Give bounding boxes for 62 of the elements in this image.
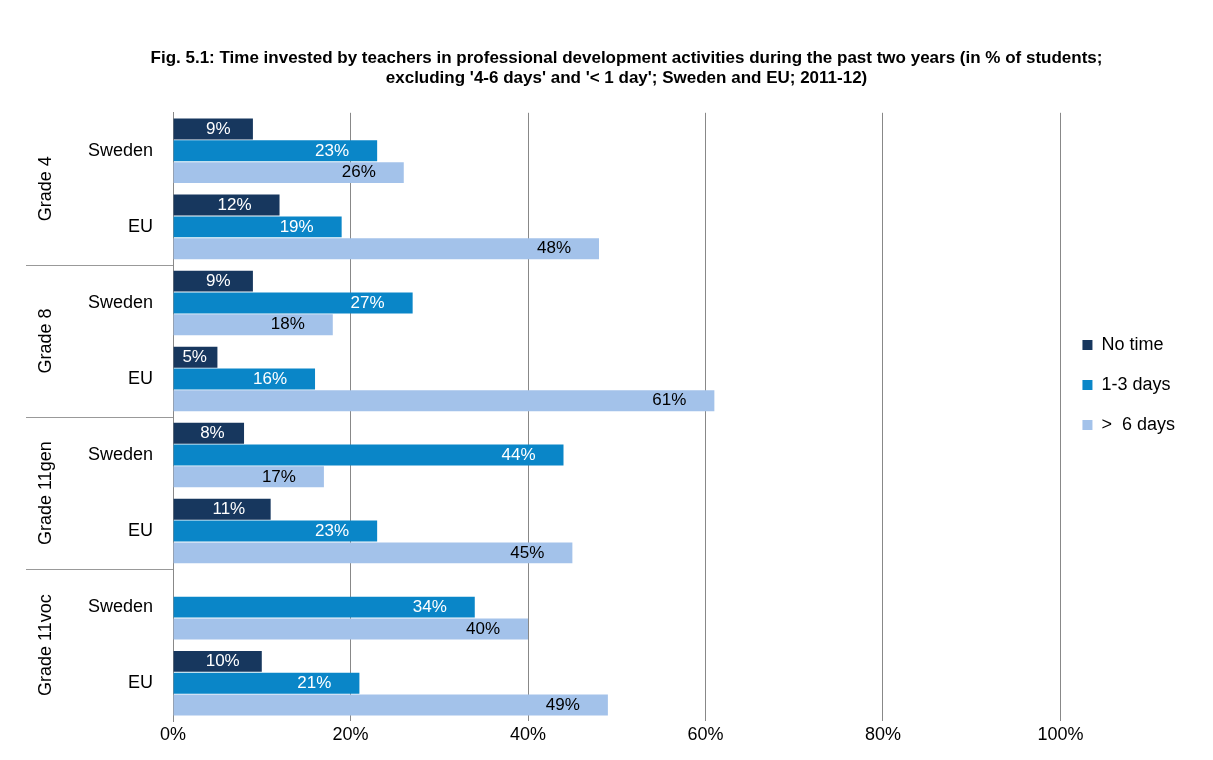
data-label: 9% xyxy=(206,270,231,290)
y-tick-label: Sweden xyxy=(87,443,154,464)
x-tick-label: 40% xyxy=(509,723,547,744)
data-label: 19% xyxy=(279,216,314,236)
y-tick-label: EU xyxy=(128,672,154,693)
data-label: 17% xyxy=(261,466,296,486)
legend-label: 1-3 days xyxy=(1101,373,1171,394)
data-label: 21% xyxy=(297,672,332,692)
data-label: 8% xyxy=(200,422,225,442)
data-label: 9% xyxy=(206,118,231,138)
y-tick-label: EU xyxy=(128,367,154,388)
bar xyxy=(173,194,280,216)
data-label: 11% xyxy=(212,498,246,518)
data-label: 16% xyxy=(253,368,288,388)
data-label: 12% xyxy=(217,194,252,214)
data-label: 26% xyxy=(341,162,376,182)
bar xyxy=(173,314,333,336)
x-tick-label: 100% xyxy=(1037,723,1084,744)
data-label: 10% xyxy=(205,651,240,671)
y-tick-label: Sweden xyxy=(87,596,154,617)
text: Grade 4 xyxy=(34,156,55,222)
bar xyxy=(173,140,378,162)
bar xyxy=(173,292,413,314)
x-tick-label: 60% xyxy=(687,723,724,744)
bar xyxy=(173,694,608,716)
data-label: 23% xyxy=(315,140,350,160)
data-label: 40% xyxy=(465,618,501,638)
bar xyxy=(173,618,529,640)
data-label: 48% xyxy=(536,238,572,258)
data-label: 61% xyxy=(652,390,687,410)
data-label: 5% xyxy=(182,346,207,366)
data-label: 34% xyxy=(412,596,447,616)
bar xyxy=(173,238,599,260)
x-tick-label: 0% xyxy=(160,723,187,744)
data-label: 18% xyxy=(270,314,305,334)
bar xyxy=(173,542,573,564)
data-label: 23% xyxy=(315,520,350,540)
legend-label: > 6 days xyxy=(1101,413,1175,434)
bar xyxy=(173,444,564,466)
text: Grade 11voc xyxy=(34,594,55,697)
x-tick-label: 80% xyxy=(864,723,901,744)
bar xyxy=(173,596,475,618)
bar xyxy=(173,520,378,542)
legend-label: No time xyxy=(1101,333,1164,354)
bar xyxy=(173,672,360,694)
data-label: 45% xyxy=(510,542,545,562)
bar xyxy=(173,216,342,238)
bar xyxy=(173,162,404,184)
y-tick-label: Sweden xyxy=(87,139,154,160)
bar xyxy=(173,390,715,412)
y-tick-label: EU xyxy=(128,520,154,541)
text: Grade 11gen xyxy=(34,441,55,545)
x-tick-label: 20% xyxy=(332,723,369,744)
data-label: 27% xyxy=(350,292,385,312)
data-label: 44% xyxy=(501,444,536,464)
text: Grade 8 xyxy=(34,308,55,374)
y-tick-label: EU xyxy=(128,215,154,236)
chart-title: Fig. 5.1: Time invested by teachers in professional development activities during the past two years (in % of students; excluding '4-6 days' and '< 1 day'; Sweden and EU; 2011-12) xyxy=(150,47,1103,88)
bar xyxy=(173,498,271,520)
data-label: 49% xyxy=(545,694,580,714)
y-tick-label: Sweden xyxy=(87,291,154,312)
bar xyxy=(173,466,324,488)
